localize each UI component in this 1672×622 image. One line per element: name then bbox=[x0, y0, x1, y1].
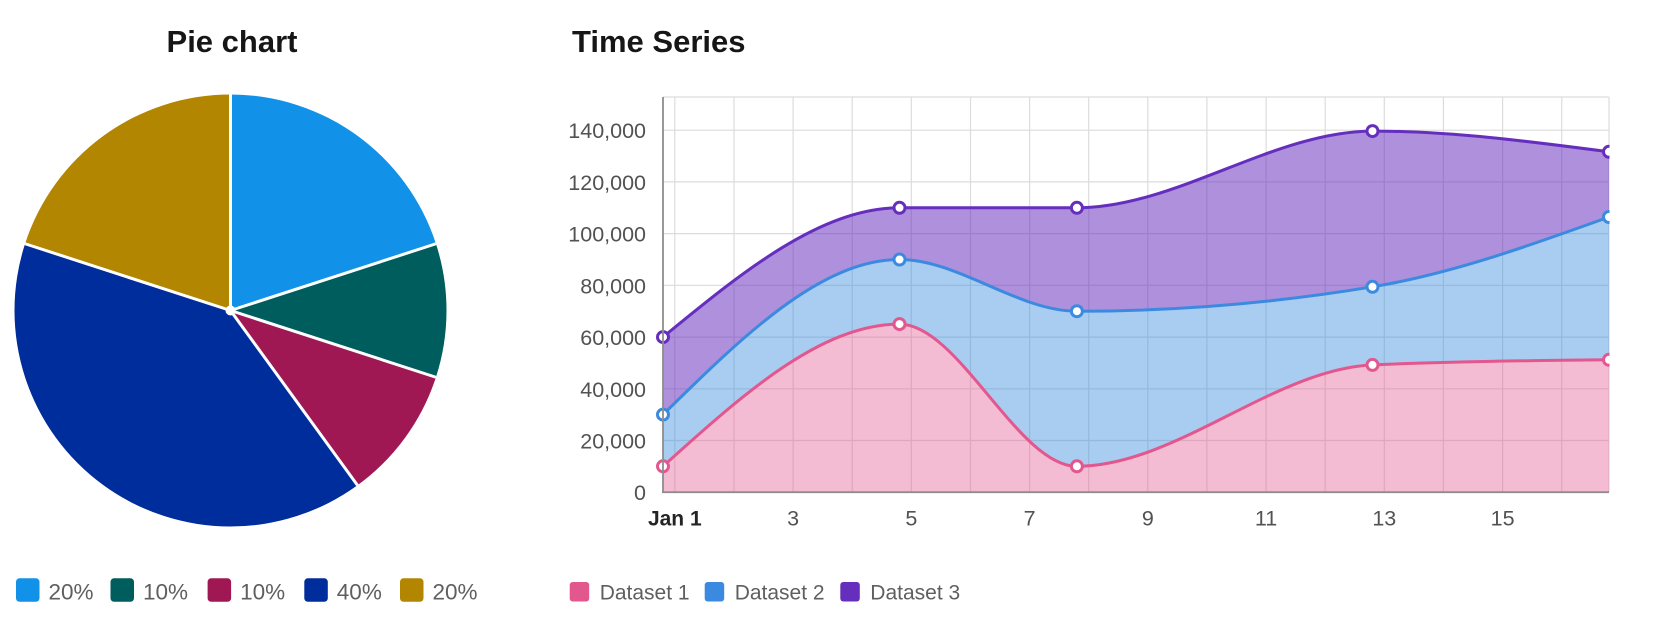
svg-text:11: 11 bbox=[1255, 507, 1277, 531]
svg-text:100,000: 100,000 bbox=[568, 223, 646, 247]
svg-text:20,000: 20,000 bbox=[580, 430, 646, 454]
svg-text:Jan 1: Jan 1 bbox=[648, 508, 702, 531]
svg-text:Dataset 2: Dataset 2 bbox=[735, 582, 825, 605]
svg-text:20%: 20% bbox=[433, 580, 478, 605]
svg-text:10%: 10% bbox=[143, 580, 188, 605]
svg-text:60,000: 60,000 bbox=[580, 326, 646, 350]
svg-text:Pie chart: Pie chart bbox=[167, 24, 298, 59]
svg-text:80,000: 80,000 bbox=[580, 274, 646, 298]
svg-text:120,000: 120,000 bbox=[568, 171, 646, 195]
svg-text:140,000: 140,000 bbox=[568, 119, 646, 143]
svg-text:15: 15 bbox=[1491, 507, 1515, 531]
svg-text:20%: 20% bbox=[49, 580, 94, 605]
svg-text:9: 9 bbox=[1142, 507, 1154, 531]
svg-text:10%: 10% bbox=[240, 580, 285, 605]
svg-text:7: 7 bbox=[1024, 507, 1036, 531]
svg-text:40%: 40% bbox=[337, 580, 382, 605]
svg-text:Dataset 3: Dataset 3 bbox=[870, 582, 960, 605]
svg-text:40,000: 40,000 bbox=[580, 378, 646, 402]
svg-text:0: 0 bbox=[634, 481, 646, 505]
svg-text:3: 3 bbox=[787, 507, 799, 531]
svg-text:Dataset 1: Dataset 1 bbox=[600, 582, 690, 605]
svg-text:5: 5 bbox=[905, 507, 917, 531]
svg-text:13: 13 bbox=[1372, 507, 1396, 531]
svg-text:Time Series: Time Series bbox=[572, 24, 745, 59]
